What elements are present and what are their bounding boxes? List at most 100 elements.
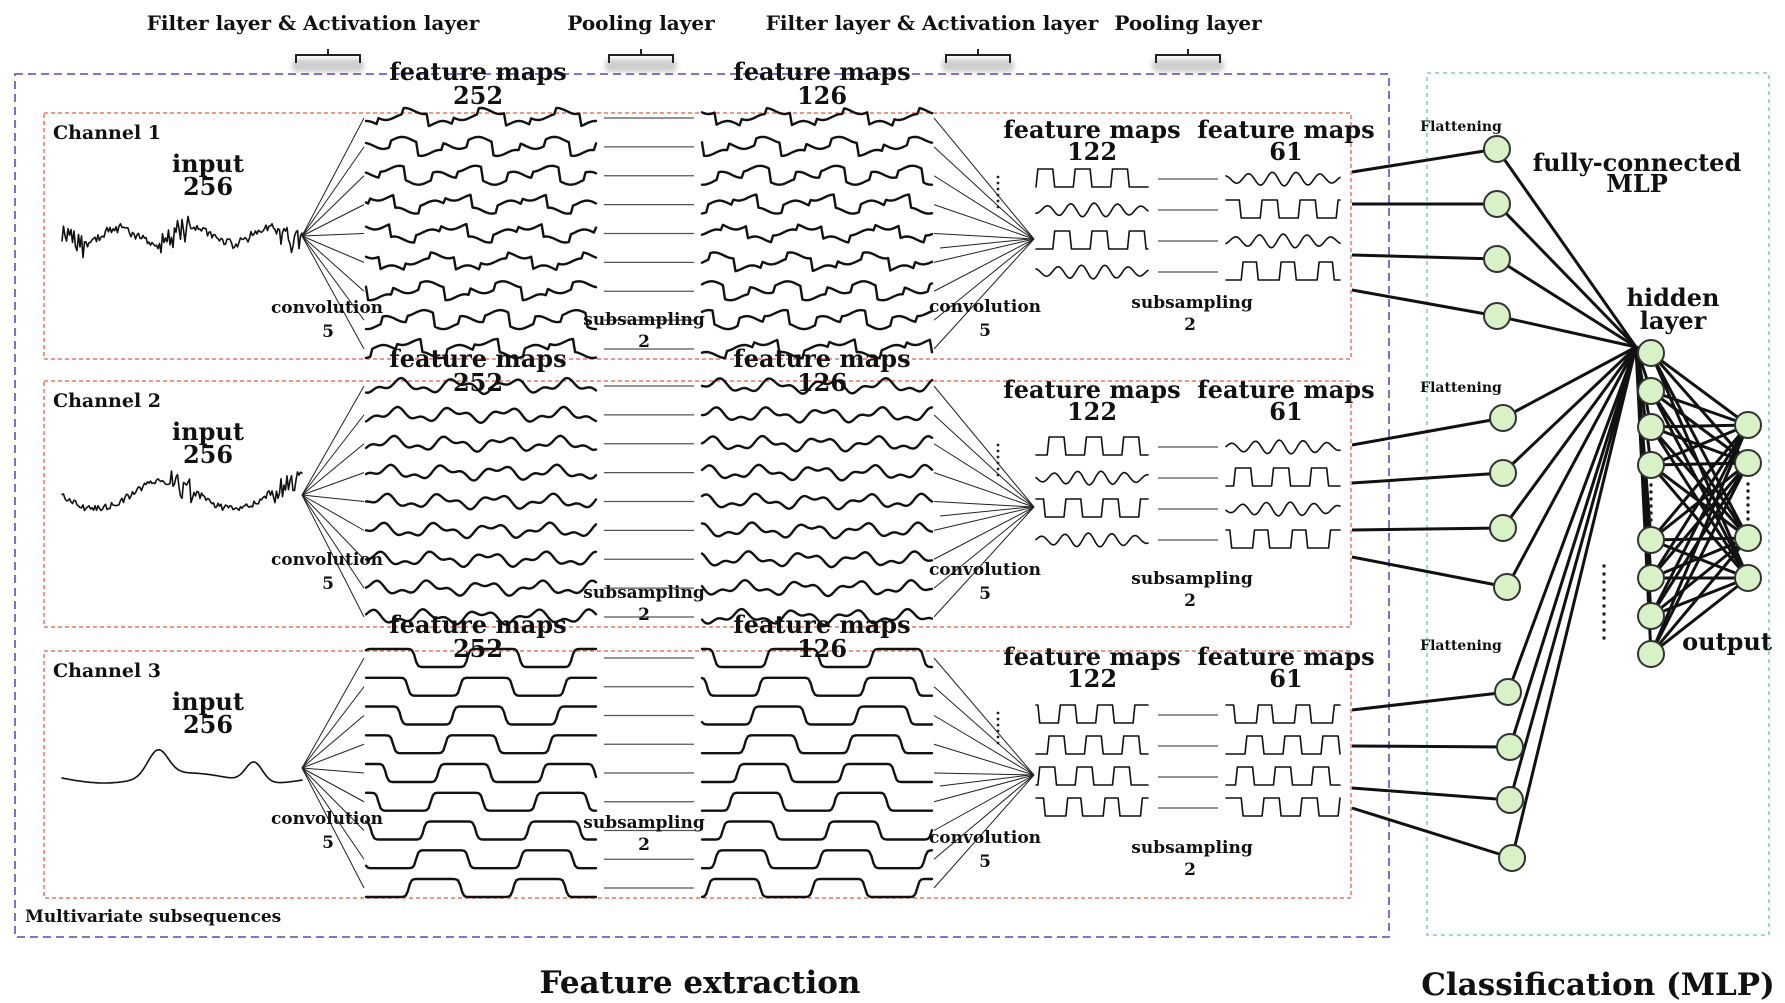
- flatten-hidden-link: [1510, 346, 1638, 859]
- input-size-label: 256: [183, 710, 233, 739]
- output-node: [1734, 411, 1762, 439]
- feature-map-126: [700, 550, 934, 569]
- flatten-link: [1351, 147, 1498, 174]
- conv2-link: [933, 472, 1035, 508]
- hidden-label: hidden: [1627, 283, 1720, 312]
- conv-link: [301, 175, 365, 237]
- feature-map-126: [700, 193, 934, 215]
- feature-map-126: [700, 280, 934, 302]
- feature-map-61: [1225, 501, 1341, 517]
- flattening-label-2: Flattening: [1420, 380, 1502, 396]
- convolution-label-2: convolution: [929, 297, 1041, 317]
- feature-map-252: [364, 405, 598, 424]
- conv-link: [301, 494, 365, 502]
- feature-map-126: [700, 492, 934, 511]
- flattening-label-1: Flattening: [1420, 119, 1502, 135]
- hidden-output-link: [1650, 389, 1749, 427]
- conv-link: [301, 414, 365, 496]
- feature-map-122: [1035, 202, 1149, 218]
- feature-map-122: [1035, 264, 1149, 280]
- input-label: input: [172, 149, 244, 178]
- feature-map-252: [364, 521, 598, 540]
- sub-factor-1: 2: [638, 605, 650, 625]
- flatten-node: [1489, 459, 1517, 487]
- conv2-link: [933, 204, 1035, 240]
- classification-box: [1426, 72, 1770, 936]
- feature-map-126: [700, 377, 934, 395]
- feature-maps-label-4: feature maps: [1197, 642, 1374, 671]
- feature-map-252: [364, 820, 598, 841]
- output-node: [1734, 449, 1762, 477]
- ellipsis-dot: [1602, 612, 1606, 616]
- output-node: [1734, 524, 1762, 552]
- conv-kernel-2: 5: [979, 584, 991, 604]
- flatten-hidden-link: [1508, 346, 1638, 748]
- channel-title: Channel 1: [53, 122, 161, 144]
- feature-map-126: [700, 849, 934, 870]
- conv-link: [301, 767, 365, 803]
- ellipsis-dot: [1649, 483, 1653, 487]
- input-signal: [61, 215, 303, 259]
- bracket-filter-1: [292, 49, 364, 72]
- conv-link: [301, 657, 365, 769]
- ellipsis-dot: [1602, 572, 1606, 576]
- feature-size-61: 61: [1269, 397, 1302, 426]
- subsampling-label-1: subsampling: [583, 813, 705, 833]
- sub-factor-2: 2: [1184, 591, 1196, 611]
- flatten-node: [1493, 573, 1521, 601]
- output-node: [1734, 564, 1762, 592]
- conv2-link: [933, 686, 1035, 776]
- flatten-node: [1483, 245, 1511, 273]
- feature-map-122: [1035, 735, 1149, 755]
- conv2-link: [933, 117, 1035, 240]
- hidden-node: [1637, 640, 1665, 668]
- feature-map-252: [364, 762, 598, 784]
- feature-map-126: [700, 164, 934, 186]
- hidden-node: [1637, 339, 1665, 367]
- feature-size-126: 126: [797, 634, 847, 663]
- conv-link: [301, 767, 365, 860]
- feature-map-252: [364, 222, 598, 244]
- feature-map-126: [700, 705, 934, 726]
- conv-link: [301, 494, 365, 560]
- flattening-label-3: Flattening: [1420, 638, 1502, 654]
- flatten-node: [1496, 786, 1524, 814]
- input-signal: [61, 470, 303, 512]
- feature-size-122: 122: [1067, 137, 1117, 166]
- classification-title: Classification (MLP): [1421, 967, 1775, 1003]
- hidden-output-link: [1650, 423, 1749, 429]
- feature-extraction-title: Feature extraction: [540, 965, 861, 1001]
- input-label: input: [172, 417, 244, 446]
- subsampling-label-2: subsampling: [1131, 293, 1253, 313]
- feature-map-122: [1035, 230, 1149, 250]
- sub-factor-1: 2: [638, 332, 650, 352]
- output-label: output: [1682, 627, 1772, 656]
- conv2-link: [933, 774, 1035, 860]
- layer-label: layer: [1640, 306, 1707, 335]
- sub-factor-2: 2: [1184, 315, 1196, 335]
- flatten-hidden-link: [1505, 346, 1638, 588]
- hidden-output-link: [1649, 537, 1750, 655]
- feature-map-126: [700, 223, 934, 244]
- feature-map-122: [1035, 766, 1149, 786]
- flatten-hidden-link: [1495, 148, 1638, 348]
- feature-size-61: 61: [1269, 137, 1302, 166]
- conv2-link: [933, 443, 1035, 508]
- ellipsis-dot: [1746, 517, 1750, 521]
- feature-map-252: [364, 647, 598, 669]
- ellipsis-dot: [996, 449, 1000, 453]
- feature-maps-label-4: feature maps: [1197, 115, 1374, 144]
- mlp-label: MLP: [1606, 169, 1668, 198]
- ellipsis-dot: [996, 175, 1000, 179]
- conv2-link: [939, 774, 1031, 787]
- flatten-link: [1351, 744, 1511, 749]
- feature-maps-label-3: feature maps: [1003, 642, 1180, 671]
- ellipsis-dot: [1602, 620, 1606, 624]
- ellipsis-dot: [1602, 636, 1606, 640]
- conv2-link: [933, 501, 1035, 508]
- feature-map-252: [364, 676, 598, 697]
- subsampling-label-1: subsampling: [583, 310, 705, 330]
- conv2-link: [933, 743, 1035, 776]
- feature-map-252: [364, 106, 598, 128]
